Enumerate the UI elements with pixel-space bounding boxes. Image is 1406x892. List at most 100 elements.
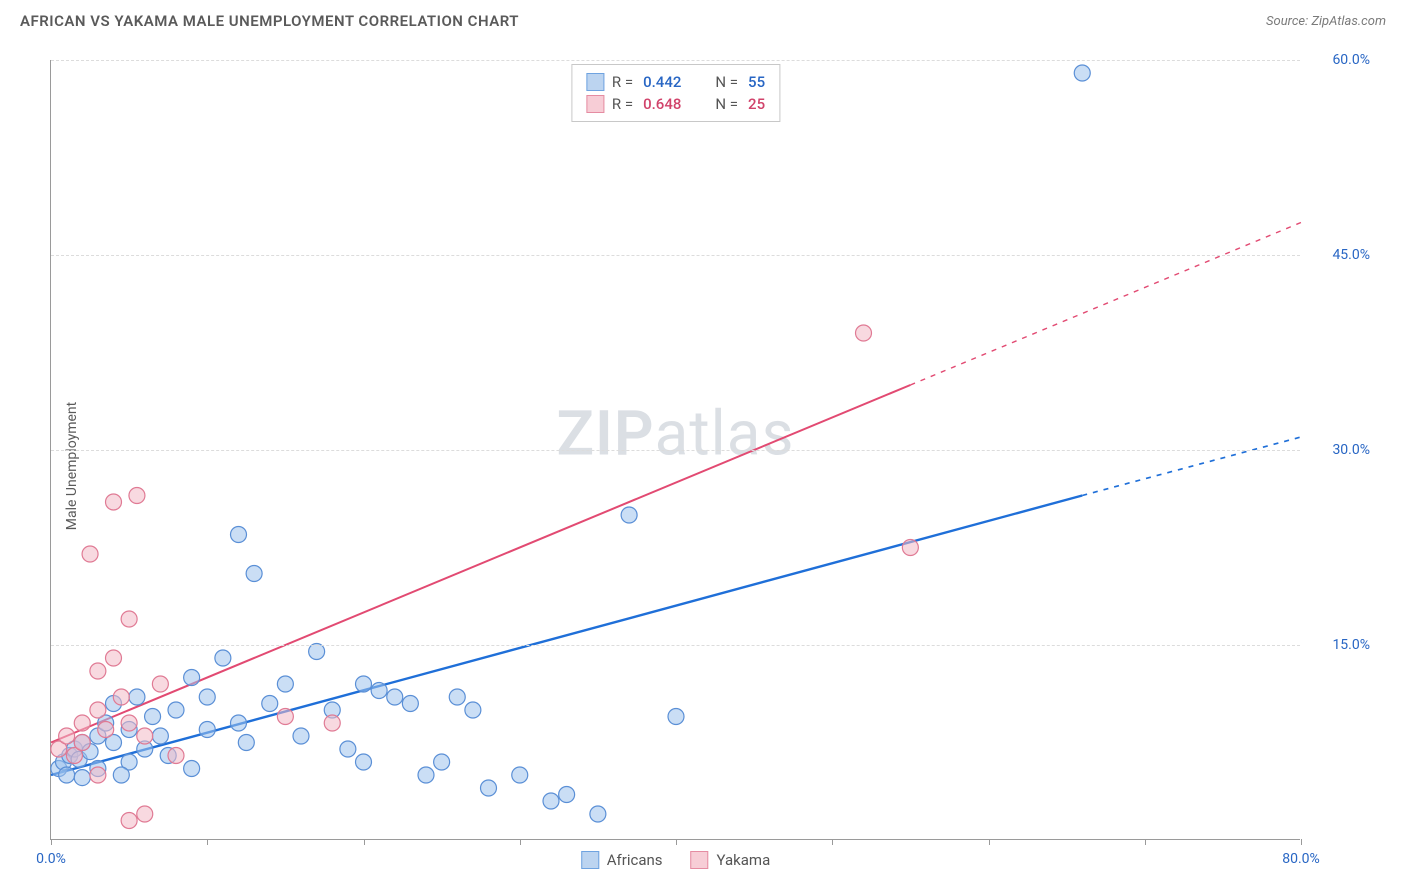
data-point <box>231 527 247 543</box>
data-point <box>152 728 168 744</box>
legend-row: R =0.442N =55 <box>586 71 765 93</box>
plot-wrapper: Male Unemployment ZIPatlas R =0.442N =55… <box>0 40 1406 892</box>
x-tick <box>989 839 990 845</box>
data-point <box>199 689 215 705</box>
data-point <box>340 741 356 757</box>
gridline <box>51 645 1300 646</box>
data-point <box>129 488 145 504</box>
r-label: R = <box>612 73 633 91</box>
data-point <box>90 702 106 718</box>
data-point <box>90 767 106 783</box>
y-tick-label: 15.0% <box>1310 637 1370 653</box>
data-point <box>74 735 90 751</box>
data-point <box>356 754 372 770</box>
x-tick-label: 80.0% <box>1282 851 1320 867</box>
data-point <box>82 546 98 562</box>
data-point <box>184 761 200 777</box>
legend-row: R =0.648N =25 <box>586 93 765 115</box>
data-point <box>121 813 137 829</box>
data-point <box>277 676 293 692</box>
legend-label: Africans <box>607 851 663 869</box>
data-point <box>1074 65 1090 81</box>
data-point <box>74 770 90 786</box>
legend-swatch <box>581 851 599 869</box>
data-point <box>402 696 418 712</box>
data-point <box>152 676 168 692</box>
legend-swatch <box>691 851 709 869</box>
source-name: ZipAtlas.com <box>1311 14 1386 29</box>
gridline <box>51 255 1300 256</box>
data-point <box>277 709 293 725</box>
legend-swatch <box>586 95 604 113</box>
data-point <box>106 494 122 510</box>
data-point <box>387 689 403 705</box>
data-point <box>434 754 450 770</box>
data-point <box>106 650 122 666</box>
data-point <box>121 611 137 627</box>
x-tick <box>1301 839 1302 845</box>
r-value: 0.648 <box>643 95 681 113</box>
data-point <box>559 787 575 803</box>
data-point <box>74 715 90 731</box>
gridline <box>51 450 1300 451</box>
correlation-legend: R =0.442N =55R =0.648N =25 <box>571 64 780 122</box>
data-point <box>184 670 200 686</box>
x-tick <box>520 839 521 845</box>
data-point <box>465 702 481 718</box>
data-point <box>199 722 215 738</box>
data-point <box>238 735 254 751</box>
data-point <box>356 676 372 692</box>
trendline-dashed <box>1082 437 1301 496</box>
n-value: 25 <box>748 95 765 113</box>
data-point <box>621 507 637 523</box>
data-point <box>145 709 161 725</box>
data-point <box>121 715 137 731</box>
data-point <box>481 780 497 796</box>
y-tick-label: 30.0% <box>1310 442 1370 458</box>
x-tick <box>832 839 833 845</box>
data-point <box>543 793 559 809</box>
chart-header: AFRICAN VS YAKAMA MALE UNEMPLOYMENT CORR… <box>0 0 1406 38</box>
source-prefix: Source: <box>1266 14 1311 29</box>
data-point <box>262 696 278 712</box>
data-point <box>856 325 872 341</box>
data-point <box>113 689 129 705</box>
chart-title: AFRICAN VS YAKAMA MALE UNEMPLOYMENT CORR… <box>20 12 519 30</box>
data-point <box>246 566 262 582</box>
data-point <box>324 715 340 731</box>
x-tick <box>676 839 677 845</box>
legend-item: Africans <box>581 851 663 869</box>
trendline-solid <box>51 385 910 743</box>
data-point <box>449 689 465 705</box>
data-point <box>98 722 114 738</box>
trendline-dashed <box>910 223 1301 386</box>
data-point <box>902 540 918 556</box>
legend-swatch <box>586 73 604 91</box>
data-point <box>590 806 606 822</box>
data-point <box>371 683 387 699</box>
data-point <box>168 702 184 718</box>
x-tick <box>51 839 52 845</box>
data-point <box>137 728 153 744</box>
series-legend: Africans Yakama <box>581 851 771 869</box>
data-point <box>59 728 75 744</box>
x-tick <box>207 839 208 845</box>
n-value: 55 <box>748 73 765 91</box>
x-tick-label: 0.0% <box>36 851 66 867</box>
gridline <box>51 60 1300 61</box>
data-point <box>137 806 153 822</box>
data-point <box>59 767 75 783</box>
legend-item: Yakama <box>691 851 771 869</box>
data-point <box>113 767 129 783</box>
y-tick-label: 60.0% <box>1310 52 1370 68</box>
data-point <box>168 748 184 764</box>
n-label: N = <box>715 73 738 91</box>
plot-area: ZIPatlas R =0.442N =55R =0.648N =25 Afri… <box>50 60 1300 840</box>
data-point <box>418 767 434 783</box>
data-point <box>231 715 247 731</box>
data-point <box>293 728 309 744</box>
data-point <box>512 767 528 783</box>
data-point <box>215 650 231 666</box>
r-label: R = <box>612 95 633 113</box>
source-attribution: Source: ZipAtlas.com <box>1266 14 1386 29</box>
